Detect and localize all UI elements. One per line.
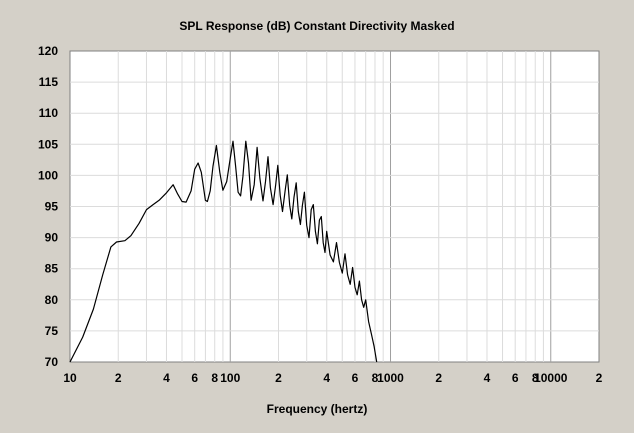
series-layer [69,140,378,363]
series-line [69,140,378,363]
x-tick-label: 10000 [534,371,568,385]
x-tick-label: 8 [372,371,379,385]
x-tick-label: 4 [163,371,170,385]
x-tick-label: 10 [63,371,77,385]
y-tick-label: 120 [38,44,58,58]
x-tick-label: 100 [220,371,240,385]
y-tick-label: 80 [45,293,59,307]
x-tick-label: 4 [484,371,491,385]
y-tick-label: 85 [45,262,59,276]
chart-title: SPL Response (dB) Constant Directivity M… [179,19,454,33]
y-tick-label: 100 [38,168,58,182]
x-tick-label: 1000 [377,371,404,385]
y-tick-label: 70 [45,355,59,369]
x-tick-label: 4 [323,371,330,385]
x-tick-label: 8 [211,371,218,385]
x-tick-label: 6 [352,371,359,385]
x-tick-label: 8 [532,371,539,385]
y-tick-label: 105 [38,137,58,151]
x-tick-label: 6 [191,371,198,385]
y-tick-label: 115 [39,75,59,89]
grid [70,51,599,362]
x-tick-label: 2 [596,371,603,385]
y-tick-label: 110 [39,106,59,120]
x-tick-label: 6 [512,371,519,385]
y-tick-label: 90 [45,231,59,245]
x-axis-label: Frequency (hertz) [267,402,368,416]
y-tick-label: 75 [45,324,59,338]
y-tick-label: 95 [45,200,59,214]
x-tick-label: 2 [115,371,122,385]
x-tick-label: 2 [435,371,442,385]
x-tick-label: 2 [275,371,282,385]
